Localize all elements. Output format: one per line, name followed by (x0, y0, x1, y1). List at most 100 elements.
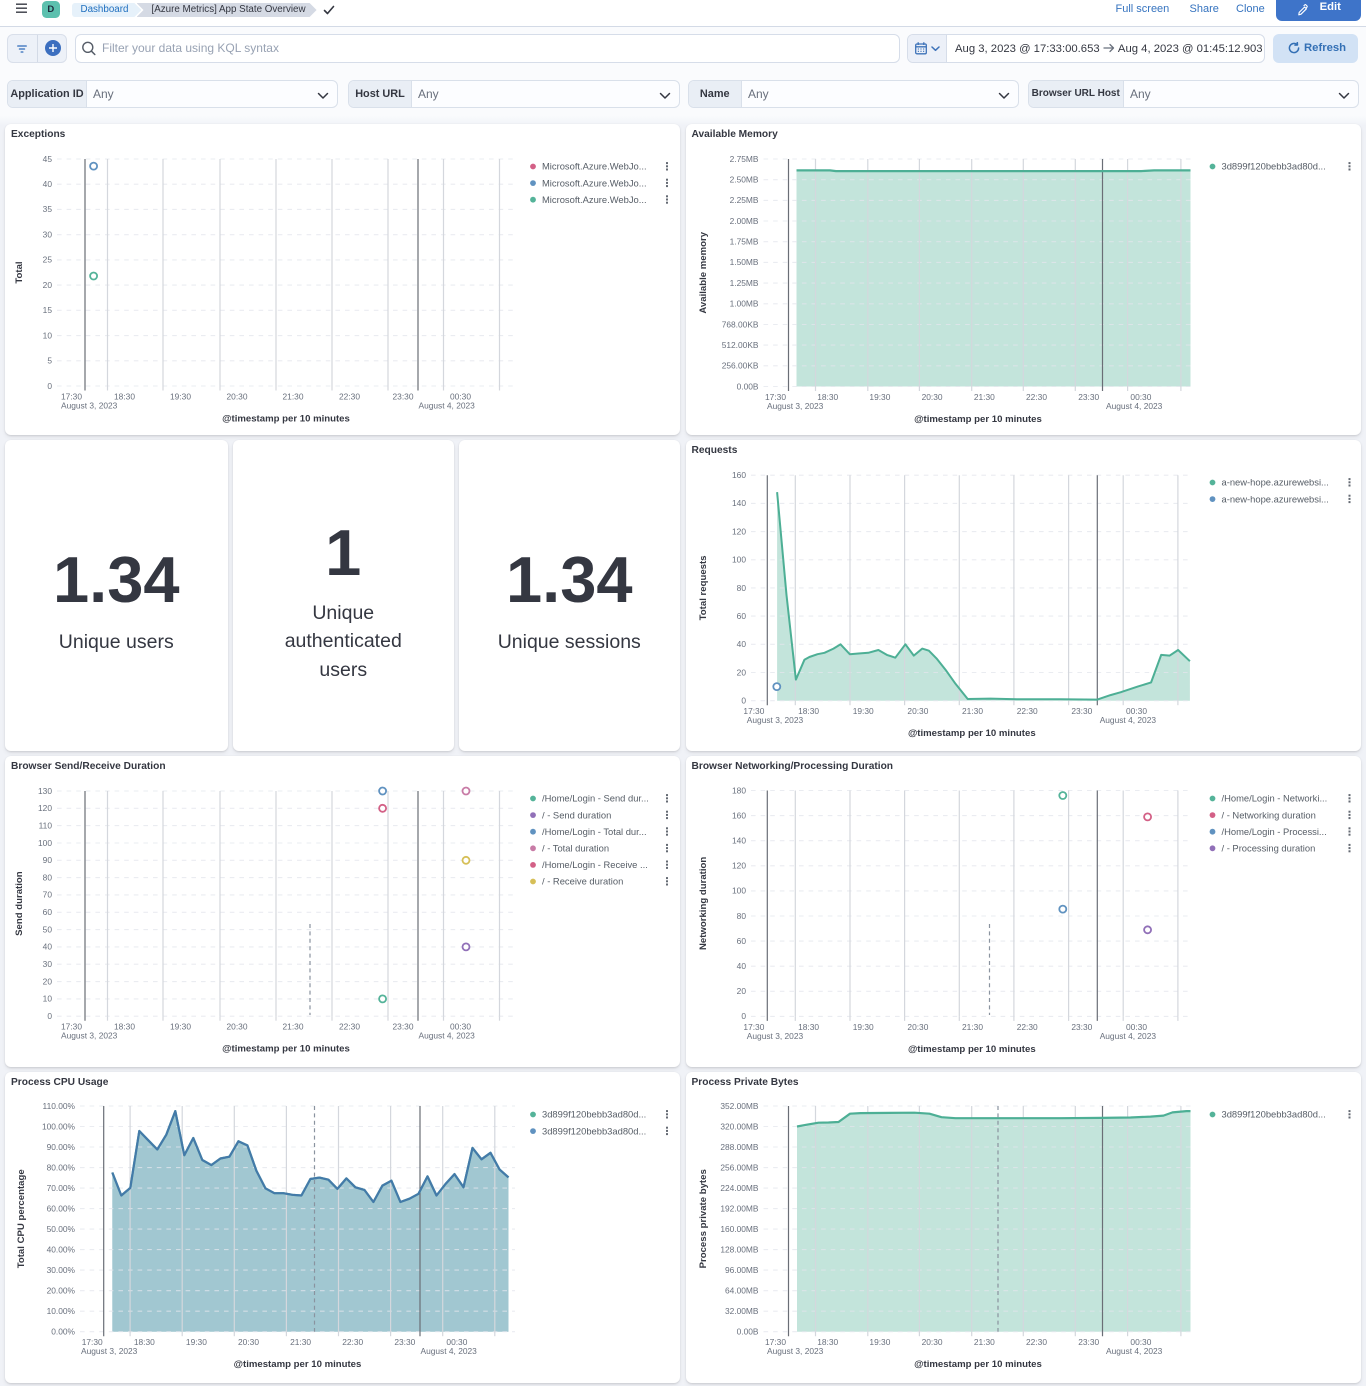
svg-text:60: 60 (736, 936, 746, 946)
svg-text:20:30: 20:30 (921, 392, 942, 402)
svg-text:80: 80 (736, 583, 746, 593)
svg-text:3d899f120bebb3ad80d...: 3d899f120bebb3ad80d... (1221, 161, 1325, 172)
svg-text:21:30: 21:30 (283, 1022, 304, 1032)
svg-text:00:30: 00:30 (1126, 706, 1147, 716)
svg-text:21:30: 21:30 (962, 706, 983, 716)
svg-text:20: 20 (43, 976, 53, 986)
svg-text:10: 10 (43, 330, 53, 340)
svg-text:140: 140 (732, 498, 746, 508)
svg-text:23:30: 23:30 (1078, 392, 1099, 402)
svg-text:45: 45 (43, 154, 53, 164)
svg-text:Networking duration: Networking duration (698, 857, 709, 950)
svg-text:96.00MB: 96.00MB (724, 1265, 758, 1275)
svg-text:40: 40 (43, 942, 53, 952)
svg-text:40: 40 (736, 961, 746, 971)
svg-text:August 4, 2023: August 4, 2023 (421, 1346, 478, 1356)
svg-text:256.00MB: 256.00MB (720, 1162, 759, 1172)
svg-text:20:30: 20:30 (907, 706, 928, 716)
svg-text:30: 30 (43, 959, 53, 969)
svg-text:0: 0 (741, 696, 746, 706)
svg-text:18:30: 18:30 (817, 1337, 838, 1347)
svg-text:August 3, 2023: August 3, 2023 (81, 1346, 138, 1356)
svg-text:140: 140 (732, 836, 746, 846)
svg-text:35: 35 (43, 204, 53, 214)
svg-text:August 3, 2023: August 3, 2023 (746, 1031, 803, 1041)
svg-text:00:30: 00:30 (446, 1337, 467, 1347)
svg-text:19:30: 19:30 (170, 1022, 191, 1032)
svg-text:80: 80 (43, 872, 53, 882)
svg-text:256.00KB: 256.00KB (721, 361, 758, 371)
svg-text:/Home/Login - Processi...: /Home/Login - Processi... (1221, 826, 1326, 837)
svg-text:60: 60 (43, 907, 53, 917)
svg-text:17:30: 17:30 (765, 1337, 786, 1347)
svg-text:/ - Total duration: / - Total duration (542, 843, 609, 854)
svg-text:August 4, 2023: August 4, 2023 (1099, 1031, 1156, 1041)
svg-text:20:30: 20:30 (238, 1337, 259, 1347)
svg-text:a-new-hope.azurewebsi...: a-new-hope.azurewebsi... (1221, 493, 1328, 504)
svg-text:20:30: 20:30 (921, 1337, 942, 1347)
svg-text:21:30: 21:30 (973, 1337, 994, 1347)
svg-text:50: 50 (43, 924, 53, 934)
svg-text:00:30: 00:30 (450, 392, 471, 402)
svg-text:@timestamp per 10 minutes: @timestamp per 10 minutes (222, 1044, 350, 1055)
svg-text:40: 40 (736, 639, 746, 649)
svg-text:1.00MB: 1.00MB (729, 299, 758, 309)
svg-text:@timestamp per 10 minutes: @timestamp per 10 minutes (234, 1359, 362, 1370)
svg-text:17:30: 17:30 (61, 1022, 82, 1032)
svg-text:768.00KB: 768.00KB (721, 319, 758, 329)
svg-text:288.00MB: 288.00MB (720, 1142, 759, 1152)
svg-text:40: 40 (43, 179, 53, 189)
svg-text:@timestamp per 10 minutes: @timestamp per 10 minutes (914, 1359, 1042, 1370)
svg-text:80: 80 (736, 911, 746, 921)
svg-text:Send duration: Send duration (14, 871, 25, 936)
svg-text:40.00%: 40.00% (47, 1244, 76, 1254)
svg-text:Total CPU percentage: Total CPU percentage (16, 1169, 27, 1268)
svg-text:Total requests: Total requests (698, 555, 709, 620)
svg-text:100: 100 (732, 555, 746, 565)
svg-text:/ - Processing duration: / - Processing duration (1221, 843, 1315, 854)
svg-text:a-new-hope.azurewebsi...: a-new-hope.azurewebsi... (1221, 477, 1328, 488)
svg-text:22:30: 22:30 (339, 392, 360, 402)
svg-text:18:30: 18:30 (114, 392, 135, 402)
svg-text:/ - Networking duration: / - Networking duration (1221, 809, 1315, 820)
svg-text:120: 120 (732, 526, 746, 536)
svg-text:110: 110 (39, 820, 53, 830)
svg-text:128.00MB: 128.00MB (720, 1244, 759, 1254)
svg-text:Microsoft.Azure.WebJo...: Microsoft.Azure.WebJo... (542, 177, 647, 188)
svg-text:00:30: 00:30 (1130, 1337, 1151, 1347)
svg-text:2.75MB: 2.75MB (729, 154, 758, 164)
svg-text:192.00MB: 192.00MB (720, 1203, 759, 1213)
svg-text:August 3, 2023: August 3, 2023 (61, 401, 118, 411)
svg-text:512.00KB: 512.00KB (721, 340, 758, 350)
svg-text:32.00MB: 32.00MB (724, 1306, 758, 1316)
svg-text:23:30: 23:30 (393, 392, 414, 402)
svg-text:30: 30 (43, 230, 53, 240)
svg-text:160.00MB: 160.00MB (720, 1224, 759, 1234)
svg-text:Process private bytes: Process private bytes (698, 1169, 709, 1268)
svg-text:20: 20 (43, 280, 53, 290)
svg-text:@timestamp per 10 minutes: @timestamp per 10 minutes (222, 414, 350, 425)
svg-text:50.00%: 50.00% (47, 1224, 76, 1234)
svg-text:00:30: 00:30 (450, 1022, 471, 1032)
svg-text:21:30: 21:30 (962, 1022, 983, 1032)
svg-text:18:30: 18:30 (798, 706, 819, 716)
svg-text:0: 0 (47, 1011, 52, 1021)
svg-text:23:30: 23:30 (393, 1022, 414, 1032)
svg-text:5: 5 (47, 356, 52, 366)
svg-text:0.00%: 0.00% (51, 1327, 75, 1337)
svg-text:2.25MB: 2.25MB (729, 195, 758, 205)
svg-text:Available memory: Available memory (698, 231, 709, 313)
svg-text:1.50MB: 1.50MB (729, 257, 758, 267)
svg-text:100.00%: 100.00% (42, 1121, 76, 1131)
svg-text:@timestamp per 10 minutes: @timestamp per 10 minutes (914, 414, 1042, 425)
svg-text:352.00MB: 352.00MB (720, 1101, 759, 1111)
svg-text:17:30: 17:30 (82, 1337, 103, 1347)
svg-text:22:30: 22:30 (1026, 1337, 1047, 1347)
svg-text:/Home/Login - Send dur...: /Home/Login - Send dur... (542, 793, 649, 804)
svg-text:3d899f120bebb3ad80d...: 3d899f120bebb3ad80d... (1221, 1109, 1325, 1120)
svg-text:23:30: 23:30 (1078, 1337, 1099, 1347)
svg-text:18:30: 18:30 (817, 392, 838, 402)
svg-text:23:30: 23:30 (1071, 706, 1092, 716)
svg-text:21:30: 21:30 (290, 1337, 311, 1347)
svg-text:17:30: 17:30 (765, 392, 786, 402)
